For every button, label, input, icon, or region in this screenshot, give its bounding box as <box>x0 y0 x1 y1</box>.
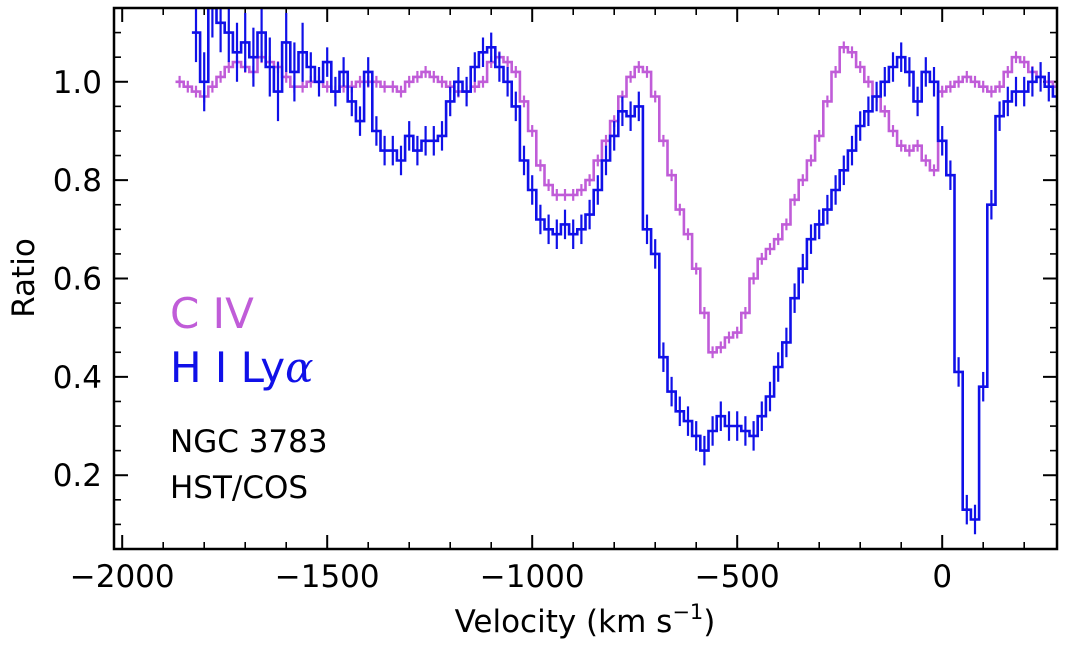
annotation-object: NGC 3783 <box>170 424 328 460</box>
x-tick-label: −500 <box>695 559 780 595</box>
y-tick-label: 0.8 <box>53 163 102 199</box>
legend-hi-greek: α <box>285 343 313 392</box>
annotation-instrument: HST/COS <box>170 470 308 506</box>
series-hi-lya <box>191 8 1057 535</box>
x-axis-label: Velocity (km s−1) <box>455 600 716 640</box>
y-axis-label: Ratio <box>6 238 42 318</box>
y-tick-label: 0.6 <box>53 262 102 298</box>
step-line <box>175 46 1057 354</box>
series-civ <box>175 41 1057 359</box>
legend-civ-label: C IV <box>170 289 254 338</box>
y-axis: 0.2 0.4 0.6 0.8 1.0 <box>53 31 1057 550</box>
series-layer <box>175 8 1057 535</box>
legend-hi-label: H I Lyα <box>170 343 313 392</box>
plot-frame <box>112 6 1059 551</box>
x-tick-label: −1500 <box>275 559 380 595</box>
x-axis-label-close: ) <box>703 604 715 640</box>
legend-hi-main: H I Ly <box>170 343 285 392</box>
y-tick-label: 1.0 <box>53 65 102 101</box>
x-tick-label: −2000 <box>70 559 175 595</box>
y-tick-label: 0.4 <box>53 360 102 396</box>
x-tick-label: −1000 <box>480 559 585 595</box>
x-tick-label: 0 <box>932 559 952 595</box>
x-axis: −2000 −1500 −1000 −500 0 <box>70 8 1025 595</box>
y-tick-label: 0.2 <box>53 458 102 494</box>
x-axis-label-exponent: −1 <box>672 600 703 624</box>
x-axis-label-main: Velocity (km s <box>455 604 673 640</box>
